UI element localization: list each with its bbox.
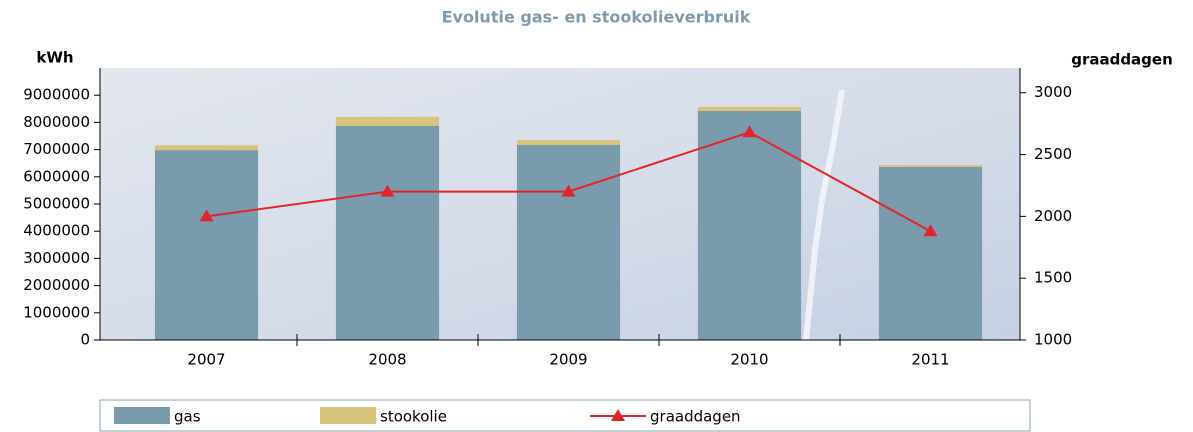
y-tick-label: 7000000 — [23, 140, 90, 158]
bar-stookolie — [154, 145, 259, 151]
y-tick-label: 6000000 — [23, 167, 90, 185]
legend-label: stookolie — [380, 408, 447, 426]
y2-tick-label: 2500 — [1034, 145, 1072, 163]
y-tick-label: 4000000 — [23, 222, 90, 240]
y2-tick-label: 3000 — [1034, 83, 1072, 101]
line-marker — [199, 209, 214, 222]
x-tick-label: 2009 — [549, 351, 587, 369]
bar-stookolie — [516, 140, 621, 145]
y2-tick-label: 2000 — [1034, 207, 1072, 225]
y-tick-label: 2000000 — [23, 276, 90, 294]
y2-tick-label: 1500 — [1034, 269, 1072, 287]
line-marker — [923, 224, 938, 237]
x-tick-label: 2011 — [911, 351, 949, 369]
line-marker — [561, 184, 576, 197]
line-marker — [380, 184, 395, 197]
bar-gas — [154, 150, 259, 340]
lightning-decoration — [803, 89, 845, 341]
y-tick-label: 1000000 — [23, 303, 90, 321]
bar-stookolie — [697, 106, 802, 111]
y-tick-label: 8000000 — [23, 113, 90, 131]
y-tick-label: 5000000 — [23, 195, 90, 213]
bar-stookolie — [335, 116, 440, 126]
legend-swatch — [114, 407, 170, 424]
bar-gas — [335, 125, 440, 340]
legend-swatch — [320, 407, 376, 424]
bar-gas — [878, 167, 983, 340]
x-tick-label: 2010 — [730, 351, 768, 369]
y2-axis-label: graaddagen — [1071, 51, 1173, 69]
legend-marker — [611, 409, 625, 421]
legend-label: gas — [174, 408, 201, 426]
x-tick-label: 2008 — [368, 351, 406, 369]
y-tick-label: 0 — [80, 331, 90, 349]
y-axis-label: kWh — [36, 49, 73, 67]
x-tick-label: 2007 — [187, 351, 225, 369]
y2-tick-label: 1000 — [1034, 331, 1072, 349]
bar-stookolie — [878, 165, 983, 168]
legend-box — [99, 399, 1031, 432]
bar-gas — [697, 110, 802, 340]
chart-title: Evolutie gas- en stookolieverbruik — [442, 8, 751, 27]
line-marker — [742, 125, 757, 138]
legend-label: graaddagen — [650, 408, 741, 426]
y-tick-label: 3000000 — [23, 249, 90, 267]
y-tick-label: 9000000 — [23, 86, 90, 104]
bar-gas — [516, 144, 621, 340]
